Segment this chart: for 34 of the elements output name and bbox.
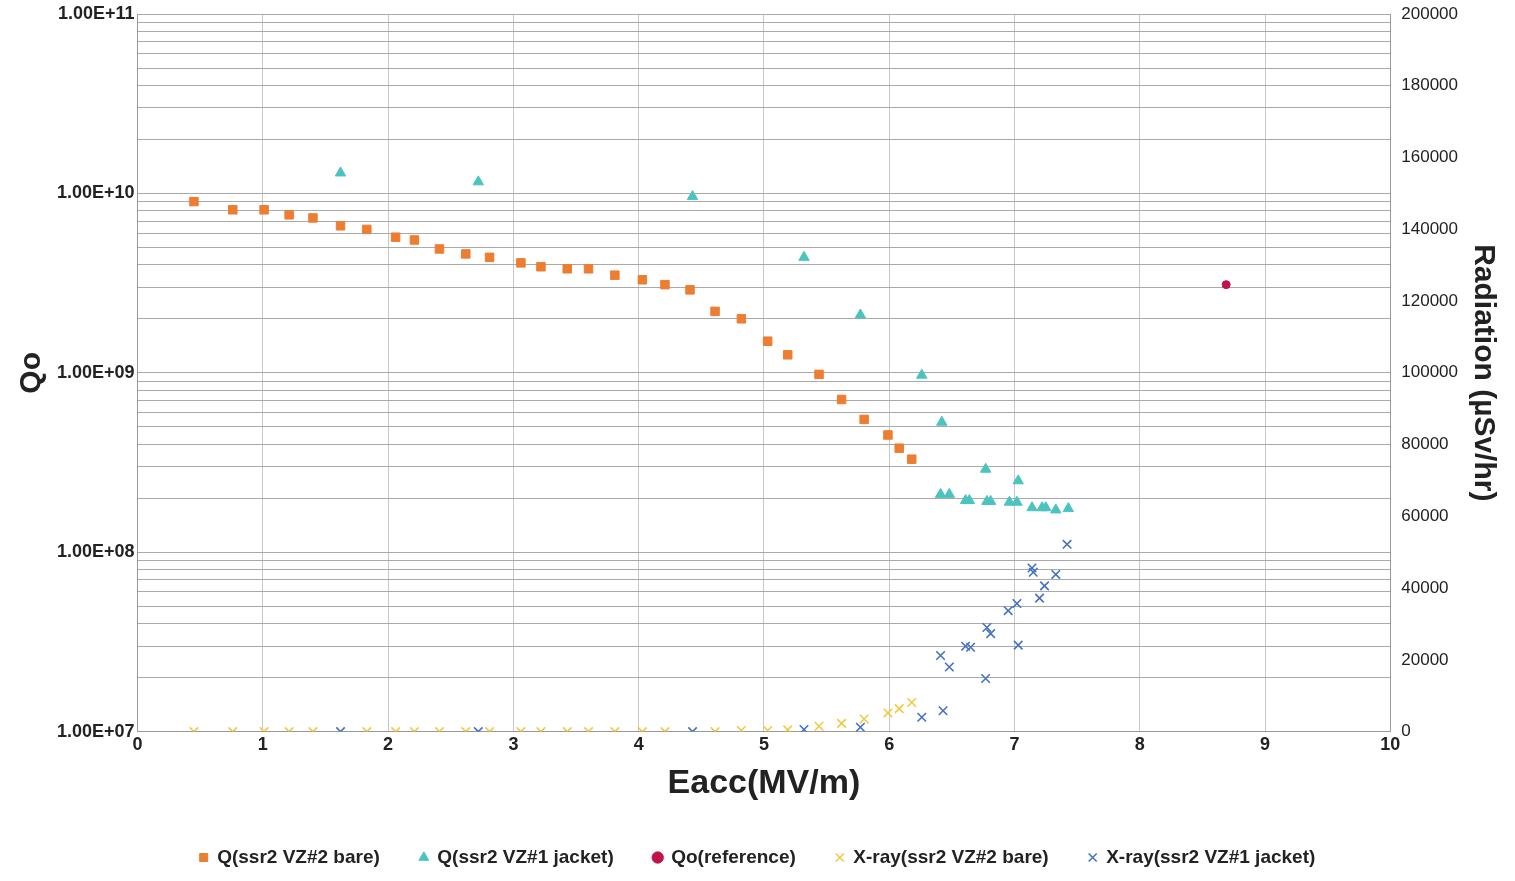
y2-tick-label: 200000 — [1401, 3, 1459, 23]
legend-label: Qo(reference) — [671, 845, 796, 867]
y-tick-label: 1.00E+09 — [56, 361, 135, 382]
x-axis-title: Eacc(MV/m) — [667, 761, 861, 800]
x-tick-label: 5 — [758, 734, 769, 755]
y2-tick-label: 180000 — [1401, 75, 1459, 95]
y-tick-label: 1.00E+08 — [56, 541, 135, 562]
y-tick-label: 1.00E+10 — [56, 182, 135, 203]
x-tick-label: 6 — [884, 734, 895, 755]
y2-axis-title: Radiation (µSv/hr) — [1468, 244, 1502, 502]
y-axis-title: Qo — [13, 351, 47, 394]
x-tick-label: 1 — [257, 734, 268, 755]
x-tick-label: 2 — [383, 734, 394, 755]
x-tick-label: 8 — [1134, 734, 1145, 755]
y2-tick-label: 160000 — [1401, 147, 1459, 167]
y-tick-label: 1.00E+11 — [57, 2, 135, 23]
x-tick-label: 4 — [633, 734, 644, 755]
legend-label: Q(ssr2 VZ#2 bare) — [217, 845, 380, 867]
y2-tick-label: 60000 — [1401, 506, 1449, 526]
y2-tick-label: 120000 — [1401, 290, 1459, 310]
y2-tick-label: 40000 — [1401, 577, 1449, 597]
x-tick-label: 0 — [132, 734, 143, 755]
y2-tick-label: 80000 — [1401, 434, 1449, 454]
x-tick-label: 9 — [1259, 734, 1271, 755]
legend-label: X-ray(ssr2 VZ#1 jacket) — [1106, 845, 1316, 867]
y2-tick-label: 0 — [1401, 721, 1411, 741]
y2-tick-label: 140000 — [1401, 218, 1459, 238]
y2-tick-label: 20000 — [1401, 649, 1449, 669]
x-tick-label: 10 — [1380, 734, 1401, 755]
x-tick-label: 3 — [508, 734, 519, 755]
y2-tick-label: 100000 — [1401, 362, 1459, 382]
x-tick-label: 7 — [1009, 734, 1020, 755]
legend-label: X-ray(ssr2 VZ#2 bare) — [853, 845, 1049, 867]
legend-label: Q(ssr2 VZ#1 jacket) — [437, 845, 614, 867]
